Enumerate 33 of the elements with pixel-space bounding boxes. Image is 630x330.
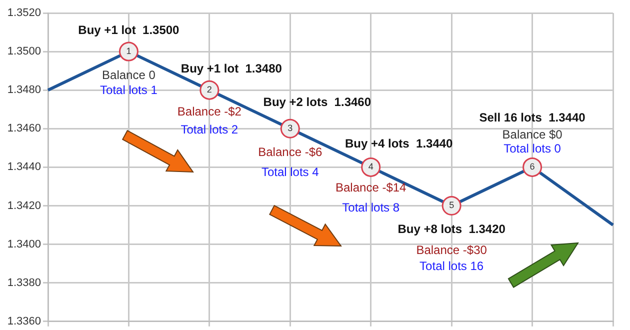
annotation: Balance -$14 xyxy=(336,180,407,195)
annotation: Total lots 8 xyxy=(342,200,400,215)
y-tick-label: 1.3400 xyxy=(7,238,41,250)
y-tick-label: 1.3420 xyxy=(7,200,41,212)
annotation: Balance -$6 xyxy=(258,144,322,159)
annotation: Balance -$30 xyxy=(416,243,488,258)
annotation: Balance $0 xyxy=(502,128,563,142)
annotation: Buy +1 lot 1.3480 xyxy=(180,61,282,76)
annotation: Total lots 16 xyxy=(420,259,484,274)
annotation: 4 xyxy=(368,162,374,172)
y-tick-label: 1.3500 xyxy=(7,46,41,58)
annotation: Buy +8 lots 1.3420 xyxy=(398,222,506,236)
annotation: 6 xyxy=(530,162,535,172)
y-tick-label: 1.3360 xyxy=(7,315,41,328)
annotation: Sell 16 lots 1.3440 xyxy=(479,110,586,125)
annotation: Total lots 2 xyxy=(180,122,238,136)
annotation: Total lots 0 xyxy=(504,142,562,156)
annotation: Balance -$2 xyxy=(177,104,242,118)
annotation: Buy +2 lots 1.3460 xyxy=(263,94,372,109)
annotation: 2 xyxy=(206,84,212,95)
annotation: Buy +1 lot 1.3500 xyxy=(78,22,180,37)
y-tick-label: 1.3460 xyxy=(7,122,41,135)
y-tick-label: 1.3380 xyxy=(7,276,41,289)
annotation: 5 xyxy=(449,200,454,210)
annotation: Buy +4 lots 1.3440 xyxy=(344,136,454,151)
y-tick-label: 1.3480 xyxy=(7,84,41,96)
y-tick-label: 1.3440 xyxy=(7,161,41,174)
annotation: Balance 0 xyxy=(102,68,156,82)
annotation: Total lots 4 xyxy=(261,164,320,179)
annotation: 3 xyxy=(288,123,293,134)
y-tick-label: 1.3520 xyxy=(7,7,41,20)
annotation: Total lots 1 xyxy=(100,82,158,97)
annotation: 1 xyxy=(126,46,132,56)
